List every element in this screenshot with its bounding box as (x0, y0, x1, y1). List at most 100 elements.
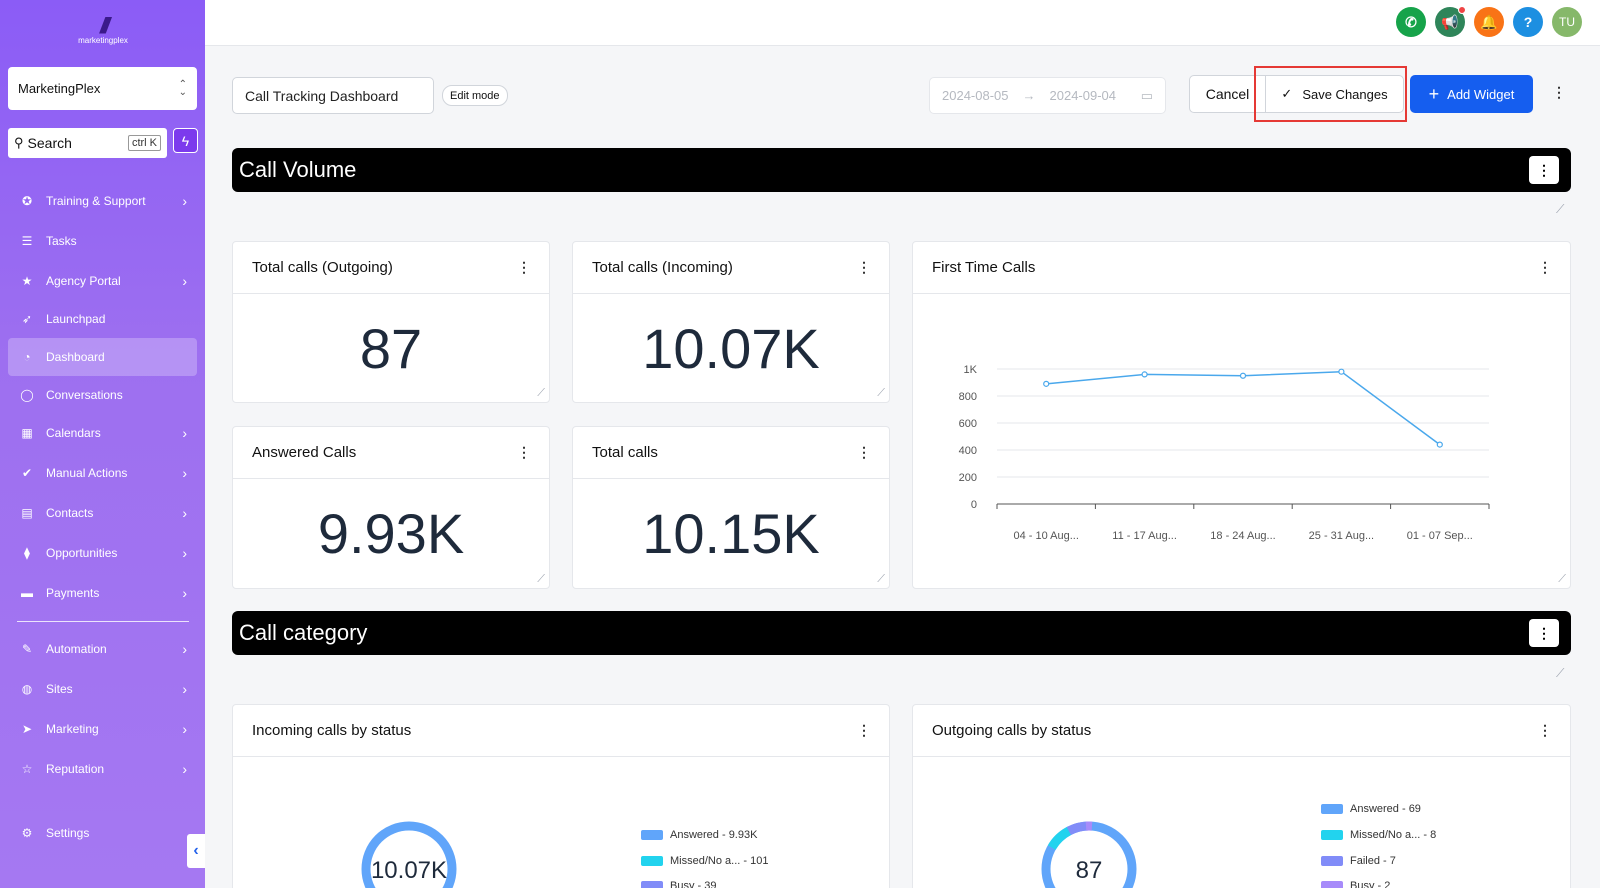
save-changes-button[interactable]: ✓ Save Changes (1266, 76, 1403, 112)
save-label: Save Changes (1302, 86, 1388, 102)
sidebar-item-label: Conversations (46, 388, 123, 402)
calendar-icon: ▭ (1140, 87, 1153, 103)
section-menu-button[interactable]: ⋮ (1529, 619, 1559, 647)
widget-incoming-calls: Total calls (Incoming) ⋮ 10.07K ⟋ (572, 241, 890, 403)
sidebar-item-automation[interactable]: ✎ Automation › (8, 630, 197, 668)
search-input[interactable]: ⚲ Search ctrl K (8, 128, 167, 158)
section-call-category: Call category ⋮ (232, 611, 1571, 655)
sidebar-item-launchpad[interactable]: ➶ Launchpad (8, 300, 197, 338)
account-name: MarketingPlex (18, 81, 101, 96)
sidebar-item-conversations[interactable]: ◯ Conversations (8, 376, 197, 414)
widget-menu-icon[interactable]: ⋮ (857, 722, 871, 738)
sidebar-item-label: Reputation (46, 762, 105, 776)
sidebar-item-tasks[interactable]: ☰ Tasks (8, 222, 197, 260)
outgoing-donut-chart: 87 (1041, 821, 1137, 888)
x-tick-label: 18 - 24 Aug... (1210, 530, 1275, 542)
resize-handle-icon[interactable]: ⟋ (877, 387, 885, 399)
section-menu-button[interactable]: ⋮ (1529, 156, 1559, 184)
data-point (1239, 372, 1247, 379)
sidebar-item-label: Manual Actions (46, 466, 128, 480)
brand-logo[interactable]: /// marketingplex (78, 15, 128, 50)
sidebar-item-label: Agency Portal (46, 274, 121, 288)
sidebar-item-sites[interactable]: ◍ Sites › (8, 670, 197, 708)
sidebar-item-calendars[interactable]: ▦ Calendars › (8, 414, 197, 452)
legend-label: Failed - 7 (1350, 855, 1396, 867)
section-call-volume: Call Volume ⋮ (232, 148, 1571, 192)
sidebar-item-settings[interactable]: ⚙ Settings (8, 814, 197, 852)
widget-first-time-calls: First Time Calls ⋮ 0 200 400 600 800 1K 04 - 1… (912, 241, 1571, 589)
donut-segment-busy (1041, 821, 1137, 888)
sidebar-item-training-support[interactable]: ✪ Training & Support › (8, 182, 197, 220)
resize-handle-icon[interactable]: ⟋ (877, 573, 885, 585)
widget-outgoing-calls: Total calls (Outgoing) ⋮ 87 ⟋ (232, 241, 550, 403)
legend-item-failed[interactable]: Failed - 7 (1321, 855, 1396, 867)
legend-item-missed[interactable]: Missed/No a... - 101 (641, 855, 768, 867)
section-title: Call Volume (239, 157, 357, 182)
resize-handle-icon[interactable]: ⟋ (1558, 573, 1566, 585)
resize-handle-icon[interactable]: ⟋ (537, 573, 545, 585)
sidebar-item-manual-actions[interactable]: ✔ Manual Actions › (8, 454, 197, 492)
notification-dot (1458, 6, 1466, 14)
more-options-icon[interactable]: ⋮ (1552, 84, 1566, 100)
sidebar-item-contacts[interactable]: ▤ Contacts › (8, 494, 197, 532)
sidebar-item-reputation[interactable]: ☆ Reputation › (8, 750, 197, 788)
add-widget-button[interactable]: + Add Widget (1410, 75, 1533, 113)
sidebar-item-label: Marketing (46, 722, 99, 736)
widget-answered-calls: Answered Calls ⋮ 9.93K ⟋ (232, 426, 550, 589)
resize-handle-icon[interactable]: ⟋ (537, 387, 545, 399)
phone-icon[interactable]: ✆ (1396, 7, 1426, 37)
account-switcher[interactable]: MarketingPlex ⌃ ⌄ (8, 67, 197, 110)
sidebar-item-agency-portal[interactable]: ★ Agency Portal › (8, 262, 197, 300)
rocket-icon: ➶ (21, 312, 33, 326)
widget-menu-icon[interactable]: ⋮ (1538, 722, 1552, 738)
legend-swatch (641, 830, 663, 840)
widget-menu-icon[interactable]: ⋮ (1538, 259, 1552, 275)
x-tick-label: 11 - 17 Aug... (1112, 530, 1177, 542)
date-start: 2024-08-05 (942, 88, 1009, 103)
x-tick-label: 25 - 31 Aug... (1309, 530, 1374, 542)
legend-label: Answered - 69 (1350, 803, 1421, 815)
resize-handle-icon[interactable]: ⟋ (1556, 202, 1565, 216)
sidebar-item-opportunities[interactable]: ⧫ Opportunities › (8, 534, 197, 572)
sidebar-item-marketing[interactable]: ➤ Marketing › (8, 710, 197, 748)
widget-menu-icon[interactable]: ⋮ (857, 259, 871, 275)
legend-item-busy[interactable]: Busy - 2 (1321, 880, 1390, 888)
avatar[interactable]: TU (1552, 7, 1582, 37)
widget-title: Total calls (Outgoing) (233, 242, 549, 294)
sidebar-item-payments[interactable]: ▬ Payments › (8, 574, 197, 612)
legend-item-missed[interactable]: Missed/No a... - 8 (1321, 829, 1436, 841)
sidebar-collapse-button[interactable]: ‹ (187, 834, 205, 868)
widget-menu-icon[interactable]: ⋮ (517, 444, 531, 460)
chevron-right-icon: › (182, 721, 187, 737)
legend-label: Answered - 9.93K (670, 829, 758, 841)
card-icon: ▬ (21, 586, 33, 600)
date-end: 2024-09-04 (1049, 88, 1117, 103)
sidebar-item-dashboard[interactable]: ◔ Dashboard (8, 338, 197, 376)
legend-item-busy[interactable]: Busy - 39 (641, 880, 716, 888)
quick-action-button[interactable]: ϟ (173, 128, 198, 153)
kpi-value: 87 (359, 317, 423, 380)
widget-menu-icon[interactable]: ⋮ (517, 259, 531, 275)
y-tick-label: 800 (959, 391, 977, 403)
sidebar-item-label: Dashboard (46, 350, 105, 364)
chevron-right-icon: › (182, 465, 187, 481)
y-tick-label: 400 (959, 445, 977, 457)
widget-title: Total calls (Incoming) (573, 242, 889, 294)
cancel-button[interactable]: Cancel (1190, 76, 1266, 112)
widget-title: Answered Calls (233, 427, 549, 479)
dashboard-name-input[interactable]: Call Tracking Dashboard (232, 77, 434, 114)
bell-icon[interactable]: 🔔 (1474, 7, 1504, 37)
sidebar-item-label: Opportunities (46, 546, 118, 560)
widget-menu-icon[interactable]: ⋮ (857, 444, 871, 460)
kpi-value: 10.15K (642, 502, 820, 565)
legend-swatch (1321, 856, 1343, 866)
legend-item-answered[interactable]: Answered - 9.93K (641, 829, 757, 841)
legend-label: Missed/No a... - 8 (1350, 829, 1437, 841)
help-icon[interactable]: ? (1513, 7, 1543, 37)
date-range-picker[interactable]: 2024-08-05 → 2024-09-04 ▭ (929, 77, 1166, 114)
resize-handle-icon[interactable]: ⟋ (1556, 666, 1565, 680)
sidebar: /// marketingplex MarketingPlex ⌃ ⌄ ⚲ Sea… (0, 0, 205, 888)
legend-item-answered[interactable]: Answered - 69 (1321, 803, 1421, 815)
sidebar-item-label: Sites (46, 682, 73, 696)
check-circle-icon: ✔ (21, 466, 33, 480)
